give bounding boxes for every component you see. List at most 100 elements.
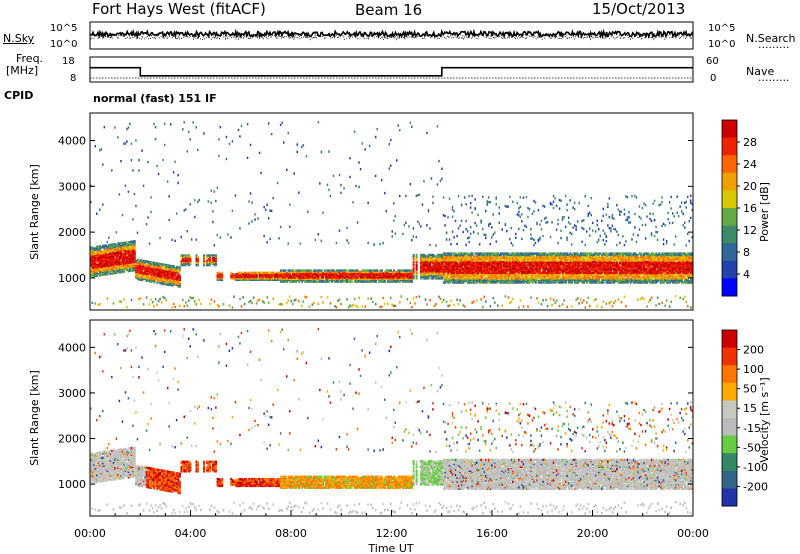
power-cell <box>258 274 261 277</box>
power-cell <box>601 279 603 283</box>
power-cell <box>132 263 135 267</box>
power-cell <box>445 268 448 272</box>
power-cell <box>521 281 524 284</box>
power-cell <box>129 261 132 264</box>
power-cell <box>601 259 603 262</box>
power-cell <box>326 269 329 272</box>
power-cell <box>411 280 414 283</box>
power-cell <box>583 260 585 264</box>
power-cell <box>237 278 240 281</box>
power-cell <box>385 269 388 272</box>
power-cell <box>602 281 605 284</box>
power-cell <box>127 258 130 262</box>
power-cell <box>94 248 97 251</box>
power-cell <box>117 136 119 139</box>
power-cell <box>570 262 573 265</box>
power-cell <box>542 277 545 280</box>
power-cell <box>408 279 411 282</box>
power-cell <box>120 160 122 163</box>
power-cell <box>367 241 369 245</box>
power-cell <box>492 233 494 236</box>
power-cell <box>331 276 334 279</box>
power-cell <box>432 274 435 277</box>
power-cell <box>536 297 538 300</box>
power-cell <box>586 252 588 255</box>
power-cell <box>141 263 144 266</box>
power-cell <box>590 274 593 277</box>
power-cell <box>492 266 495 269</box>
power-cell <box>301 277 303 280</box>
power-cell <box>334 277 337 280</box>
power-cell <box>115 266 118 269</box>
power-cell <box>106 270 109 273</box>
power-cell <box>587 260 590 264</box>
power-cell <box>518 259 521 262</box>
power-cell <box>102 203 104 206</box>
power-cell <box>126 242 129 245</box>
power-cell <box>611 275 614 279</box>
power-cell <box>453 210 455 213</box>
power-cell <box>555 260 558 264</box>
power-cell <box>441 270 444 273</box>
power-cell <box>377 276 380 279</box>
power-cell <box>608 252 611 255</box>
power-cell <box>106 240 109 244</box>
power-cell <box>586 266 588 269</box>
power-cell <box>132 265 135 268</box>
power-cell <box>494 275 496 279</box>
power-cell <box>430 256 433 259</box>
power-cell <box>510 252 513 255</box>
power-cell <box>572 266 575 269</box>
power-cell <box>483 278 486 281</box>
power-cell <box>590 196 592 200</box>
power-cell <box>554 264 557 268</box>
power-cell <box>468 255 471 258</box>
power-cell <box>554 257 557 261</box>
power-cell <box>136 261 139 264</box>
power-cell <box>575 281 578 284</box>
power-cell <box>298 279 300 282</box>
power-cell <box>518 268 521 272</box>
power-cell <box>138 261 141 265</box>
power-cell <box>531 259 534 262</box>
power-cell <box>587 279 590 283</box>
power-cell <box>216 304 219 307</box>
power-cell <box>130 257 133 260</box>
power-cell <box>555 299 558 302</box>
power-cell <box>549 235 552 239</box>
power-cell <box>533 264 536 268</box>
power-cell <box>448 277 451 280</box>
power-cell <box>509 253 512 257</box>
power-cell <box>581 219 583 222</box>
power-cell <box>344 276 347 279</box>
power-cell <box>527 279 530 283</box>
power-cell <box>494 278 496 281</box>
power-cell <box>371 277 374 280</box>
power-cell <box>368 269 371 272</box>
power-cell <box>463 273 466 276</box>
power-cell <box>463 255 466 258</box>
power-cell <box>118 258 121 262</box>
power-cell <box>139 274 142 277</box>
power-cell <box>447 273 450 276</box>
power-cell <box>504 205 507 208</box>
power-cell <box>451 215 454 218</box>
power-cell <box>572 273 575 276</box>
power-cell <box>374 174 377 178</box>
power-cell <box>488 270 490 273</box>
power-cell <box>371 280 374 283</box>
power-cell <box>519 299 522 302</box>
power-cell <box>513 277 516 280</box>
power-cell <box>326 274 329 278</box>
power-cell <box>581 256 584 259</box>
power-cell <box>575 271 578 275</box>
power-cell <box>367 297 369 300</box>
power-cell <box>595 262 597 265</box>
power-cell <box>485 273 487 276</box>
power-cell <box>150 268 153 271</box>
power-cell <box>341 272 344 275</box>
power-cell <box>384 280 386 283</box>
power-cell <box>540 219 543 223</box>
power-cell <box>159 277 162 281</box>
power-cell <box>420 273 423 276</box>
